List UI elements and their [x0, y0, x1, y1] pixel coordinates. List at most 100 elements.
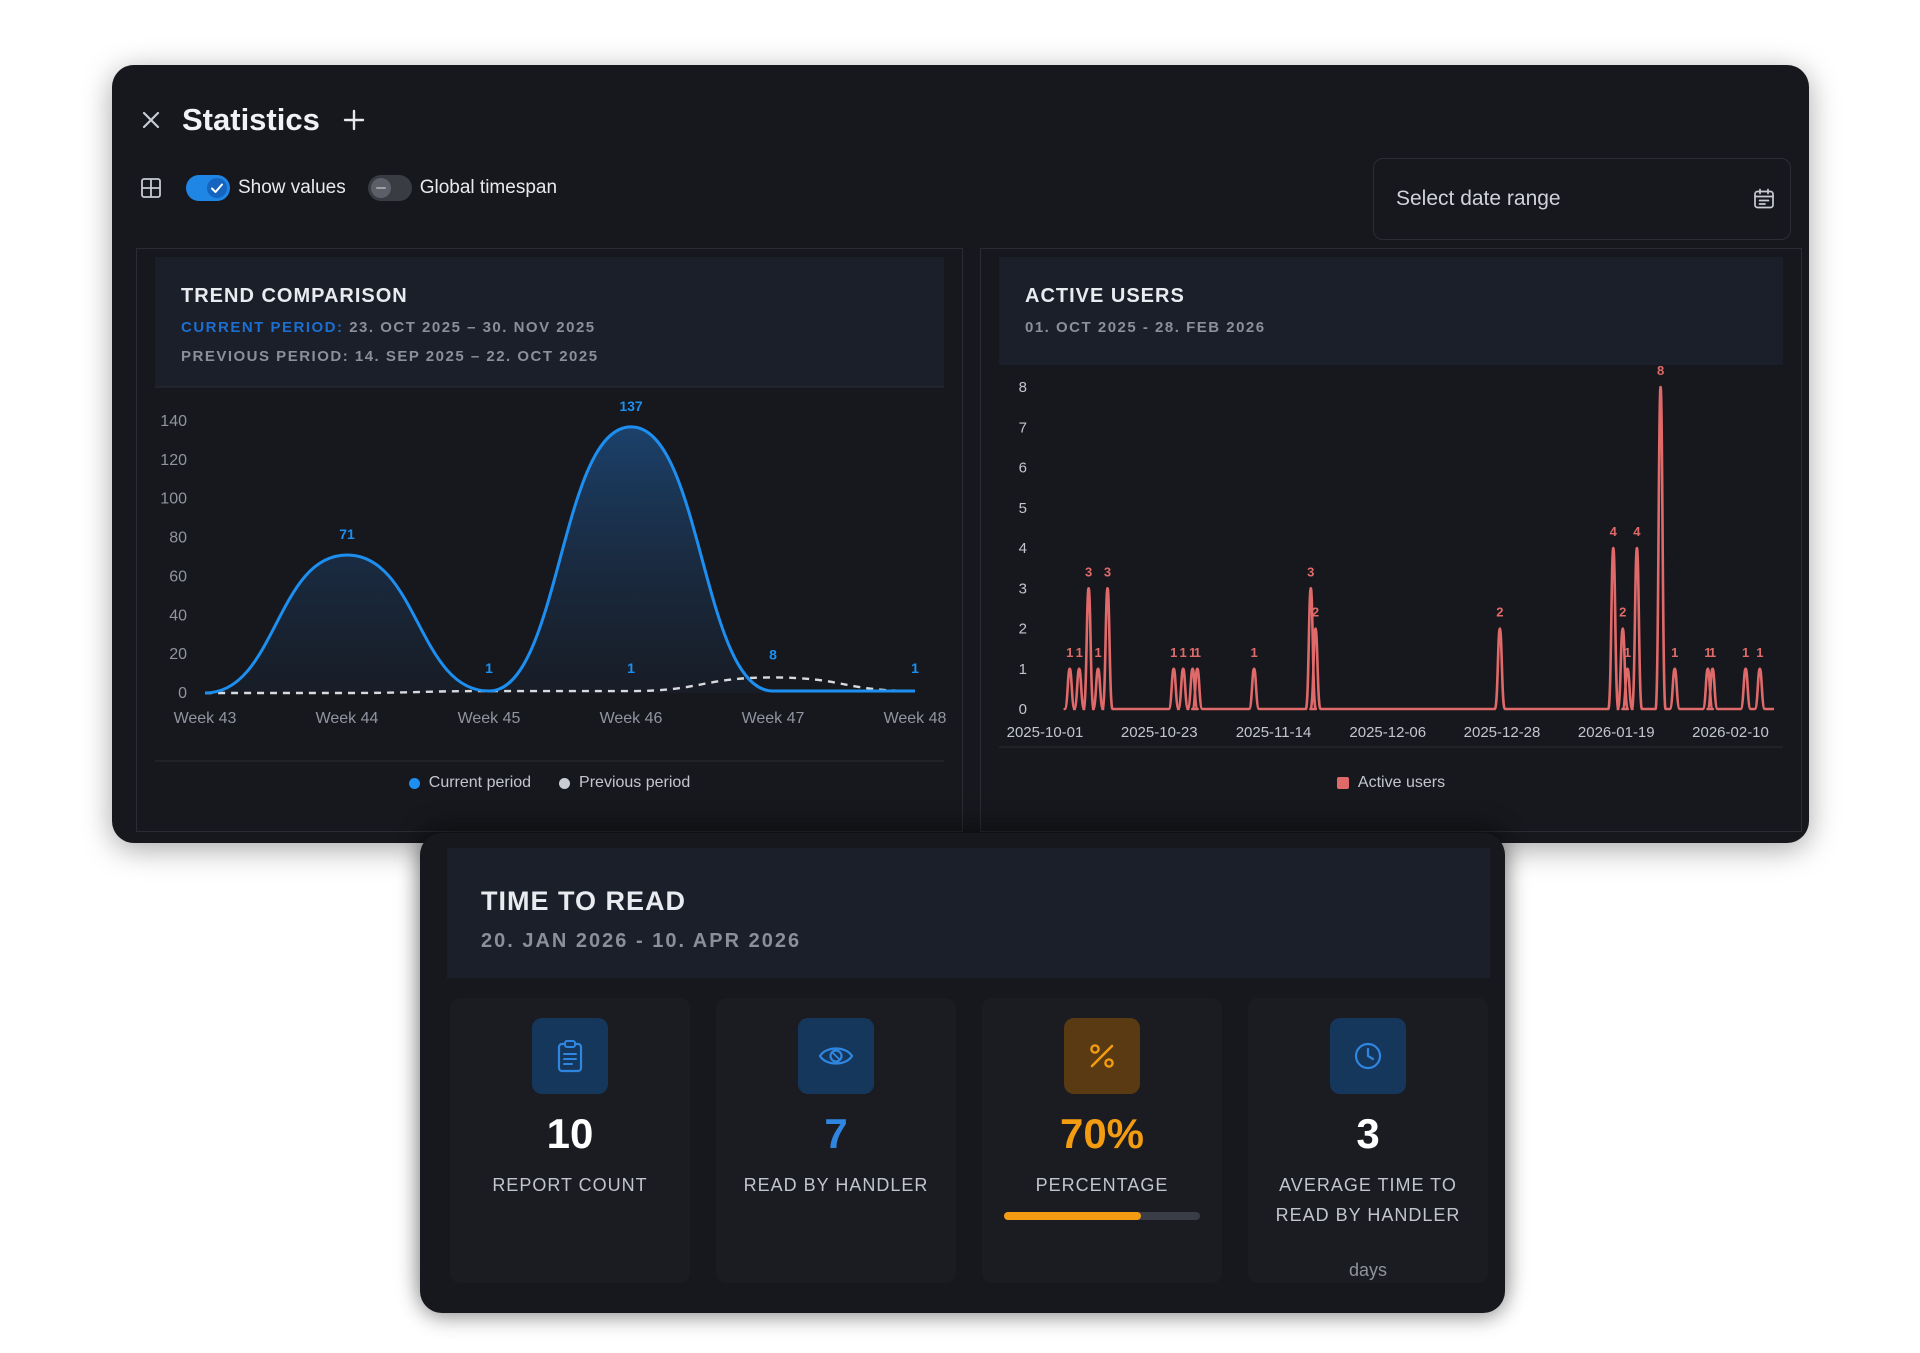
active-data-label: 1: [1189, 645, 1196, 660]
stat-value: 3: [1356, 1110, 1380, 1157]
active-data-label: 1: [1671, 645, 1678, 660]
active-data-label: 2: [1312, 605, 1319, 620]
active-data-label: 2: [1496, 605, 1503, 620]
card-title: TIME TO READ: [481, 886, 687, 916]
legend-previous-swatch: [559, 777, 571, 789]
legend-active-label: Active users: [1357, 774, 1446, 791]
y-tick-label: 4: [1019, 540, 1027, 557]
stat-percentage: 70% PERCENTAGE: [982, 998, 1222, 1283]
x-tick-label: Week 44: [316, 710, 379, 727]
stat-label: READ BY HANDLER: [743, 1175, 929, 1195]
card-range: 20. JAN 2026 - 10. APR 2026: [481, 930, 802, 952]
trend-comparison-chart: 0 20 40 60 80 100 120 140 Week 43 Week 44 Week 45 W…: [155, 386, 947, 762]
active-data-label: 1: [1066, 645, 1073, 660]
current-period-line: [204, 425, 916, 695]
date-range-picker[interactable]: [1373, 158, 1791, 240]
stat-unit: days: [1348, 1260, 1388, 1280]
stat-read-by-handler: 7 READ BY HANDLER: [716, 998, 956, 1283]
stat-average-time: 3 AVERAGE TIME TO READ BY HANDLER days: [1248, 998, 1488, 1283]
y-tick-label: 80: [169, 530, 187, 547]
y-tick-label: 100: [160, 491, 187, 508]
previous-period-range: 14. SEP 2025 – 22. OCT 2025: [354, 348, 599, 365]
active-users-chart: 0 1 2 3 4 5 6 7 8 2025-10-01 2025-10-23 2025-11-14 2…: [999, 363, 1783, 748]
active-data-label: 3: [1307, 564, 1314, 579]
close-icon[interactable]: [140, 109, 162, 131]
y-tick-label: 0: [178, 685, 187, 702]
global-timespan-label: Global timespan: [419, 177, 558, 198]
toggle-knob: [370, 178, 391, 198]
y-tick-label: 1: [1019, 661, 1027, 678]
clock-icon: [1330, 1018, 1406, 1094]
legend-previous-label: Previous period: [579, 774, 691, 791]
y-tick-label: 20: [169, 646, 187, 663]
y-tick-label: 6: [1019, 460, 1027, 477]
card-header: TIME TO READ 20. JAN 2026 - 10. APR 2026: [447, 848, 1490, 978]
x-tick-label: Week 45: [458, 710, 521, 727]
current-period-line: CURRENT PERIOD: 23. OCT 2025 – 30. NOV 2…: [181, 319, 596, 336]
y-tick-label: 5: [1019, 500, 1027, 517]
y-tick-label: 0: [1019, 701, 1027, 718]
current-data-label: 71: [339, 526, 355, 542]
x-tick-label: Week 43: [174, 710, 237, 727]
active-data-label: 1: [1180, 645, 1187, 660]
active-data-label: 1: [1094, 645, 1101, 660]
add-icon[interactable]: [342, 108, 366, 132]
x-tick-label: Week 47: [742, 710, 805, 727]
active-legend: Active users: [981, 774, 1801, 792]
global-timespan-toggle[interactable]: [367, 175, 412, 201]
active-data-label: 3: [1085, 564, 1092, 579]
panel-header: TREND COMPARISON CURRENT PERIOD: 23. OCT…: [155, 257, 944, 387]
calendar-icon[interactable]: [1752, 187, 1776, 216]
statistics-window: Statistics Show values Global timespan: [112, 65, 1809, 843]
stat-report-count: 10 REPORT COUNT: [450, 998, 690, 1283]
stat-value: 10: [546, 1110, 594, 1157]
previous-data-label: 8: [769, 646, 777, 662]
y-tick-label: 8: [1019, 379, 1027, 396]
y-tick-label: 120: [160, 452, 187, 469]
page-title: Statistics: [182, 102, 320, 137]
active-users-panel: ACTIVE USERS 01. OCT 2025 - 28. FEB 2026…: [980, 248, 1802, 832]
previous-period-label: PREVIOUS PERIOD:: [181, 348, 350, 365]
active-data-label: 1: [1742, 645, 1749, 660]
active-data-label: 2: [1619, 605, 1626, 620]
current-data-label: 1: [485, 660, 493, 676]
x-tick-label: 2025-12-06: [1349, 724, 1426, 741]
show-values-toggle[interactable]: [186, 175, 230, 201]
legend-current-swatch: [408, 777, 420, 789]
x-tick-label: 2025-12-28: [1464, 724, 1541, 741]
active-users-range: 01. OCT 2025 - 28. FEB 2026: [1025, 319, 1266, 336]
trend-comparison-panel: TREND COMPARISON CURRENT PERIOD: 23. OCT…: [136, 248, 963, 832]
active-data-label: 3: [1104, 564, 1111, 579]
title-row: Statistics: [140, 95, 366, 145]
legend-current-label: Current period: [428, 774, 532, 791]
legend-previous-period[interactable]: Previous period: [559, 774, 690, 792]
clipboard-icon: [532, 1018, 608, 1094]
stat-value: 7: [824, 1110, 848, 1157]
toolbar: Show values Global timespan: [140, 168, 579, 208]
active-users-line: [1063, 385, 1774, 711]
active-data-label: 8: [1657, 363, 1664, 378]
y-tick-label: 60: [169, 568, 187, 585]
x-tick-label: 2025-11-14: [1236, 724, 1312, 741]
y-tick-label: 140: [160, 413, 187, 430]
toggle-knob: [207, 178, 227, 198]
trend-legend: Current period Previous period: [137, 774, 962, 792]
stat-label: REPORT COUNT: [492, 1175, 648, 1195]
current-period-label: CURRENT PERIOD:: [181, 319, 344, 336]
x-tick-label: 2025-10-01: [1007, 724, 1084, 741]
active-data-label: 1: [1624, 645, 1631, 660]
previous-period-line: [205, 676, 916, 695]
grid-layout-icon[interactable]: [140, 177, 162, 199]
legend-current-period[interactable]: Current period: [408, 774, 532, 792]
eye-icon: [798, 1018, 874, 1094]
date-range-input[interactable]: [1394, 181, 1738, 217]
y-tick-label: 3: [1019, 580, 1027, 597]
active-data-label: 1: [1709, 645, 1716, 660]
legend-active-swatch: [1336, 777, 1349, 789]
panel-header: ACTIVE USERS 01. OCT 2025 - 28. FEB 2026: [999, 257, 1783, 365]
legend-active-users[interactable]: Active users: [1336, 774, 1446, 792]
stat-label: PERCENTAGE: [1035, 1175, 1169, 1195]
active-data-label: 1: [1250, 645, 1257, 660]
time-to-read-card: TIME TO READ 20. JAN 2026 - 10. APR 2026…: [420, 833, 1505, 1313]
panel-title: TREND COMPARISON: [181, 285, 408, 307]
